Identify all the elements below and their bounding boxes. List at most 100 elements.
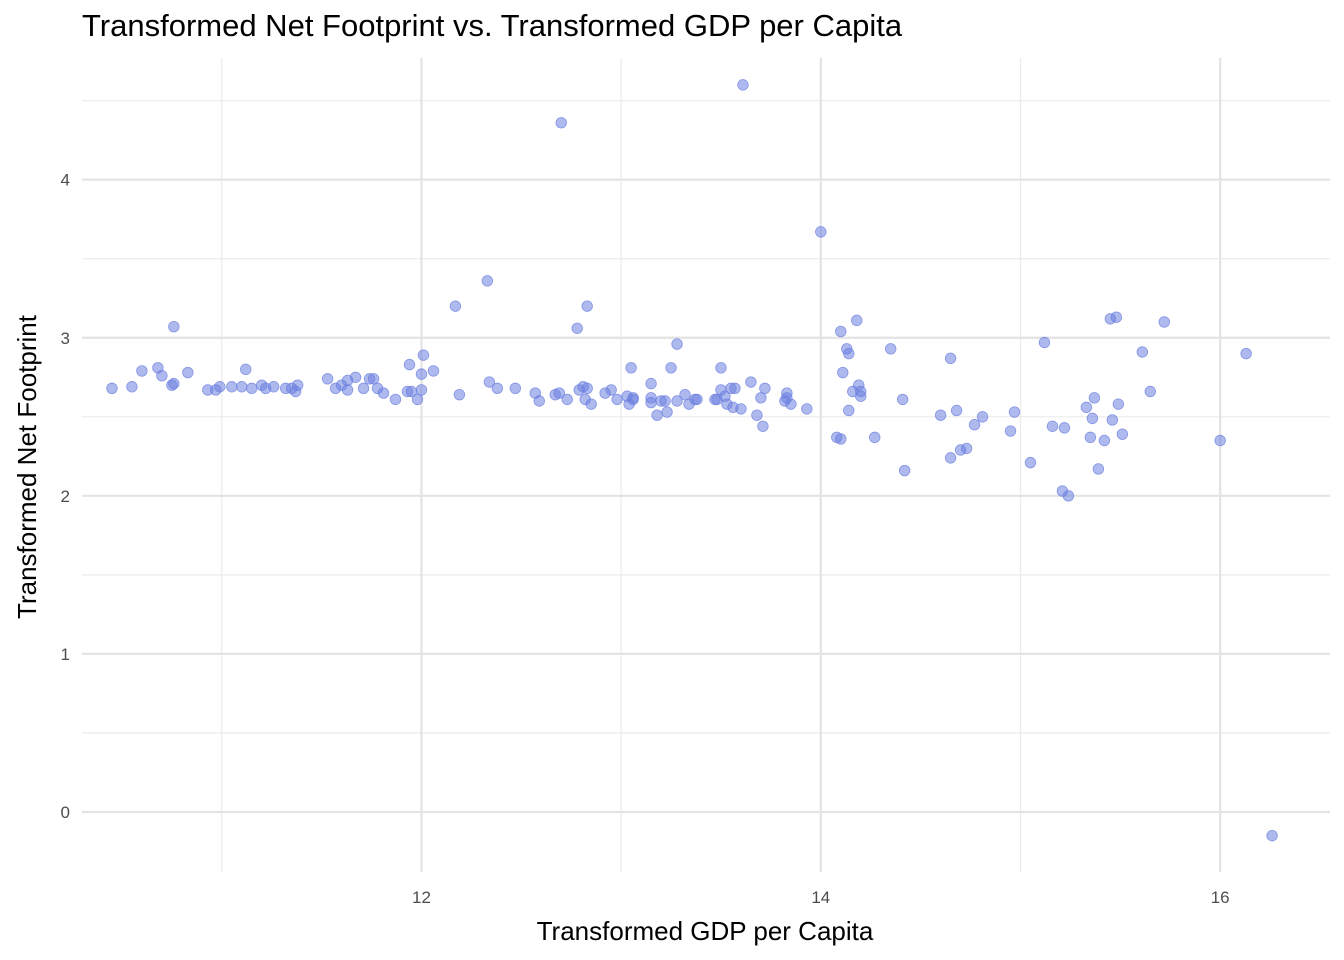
scatter-point (571, 322, 583, 334)
scatter-point (411, 393, 424, 406)
scatter-point (561, 393, 573, 406)
scatter-point (156, 369, 168, 382)
scatter-point (869, 431, 881, 444)
scatter-point (755, 392, 767, 404)
scatter-point (126, 381, 138, 393)
scatter-point (449, 300, 462, 312)
scatter-point (757, 420, 769, 432)
scatter-point (898, 464, 911, 477)
scatter-point (168, 320, 180, 333)
scatter-point (729, 382, 741, 395)
scatter-point (491, 382, 504, 395)
scatter-point (240, 363, 252, 376)
scatter-point (481, 275, 494, 287)
scatter-point (835, 325, 847, 338)
scatter-point (785, 398, 797, 410)
scatter-point (1062, 490, 1075, 502)
scatter-point (1008, 406, 1021, 418)
scatter-point (533, 395, 545, 407)
scatter-point (1110, 311, 1123, 323)
scatter-point (1080, 401, 1093, 414)
scatter-point (885, 343, 897, 355)
scatter-point (665, 362, 677, 374)
scatter-point (1098, 434, 1111, 447)
scatter-point (136, 365, 148, 377)
scatter-point (415, 368, 428, 380)
scatter-point (843, 404, 855, 417)
scatter-point (950, 404, 963, 417)
scatter-point (896, 393, 909, 406)
y-tick-label: 1 (61, 645, 70, 664)
scatter-point (1106, 414, 1119, 426)
scatter-point (855, 390, 867, 402)
x-axis-title: Transformed GDP per Capita (537, 916, 874, 946)
scatter-point (781, 387, 793, 399)
data-points (106, 79, 1278, 842)
scatter-point (1084, 431, 1097, 444)
scatter-point (737, 79, 749, 91)
scatter-point (835, 433, 847, 445)
scatter-point (671, 395, 683, 407)
scatter-point (1144, 385, 1156, 398)
scatter-point (944, 452, 957, 464)
scatter-point (1158, 316, 1170, 328)
scatter-point (555, 117, 567, 129)
scatter-point (751, 409, 763, 421)
scatter-point (605, 384, 617, 396)
scatter-point (483, 376, 496, 388)
scatter-point (645, 377, 657, 390)
scatter-point (1214, 434, 1226, 447)
scatter-point (585, 398, 597, 410)
scatter-point (715, 362, 727, 374)
scatter-point (1058, 422, 1071, 434)
scatter-point (651, 409, 663, 421)
x-tick-label: 14 (811, 888, 830, 907)
scatter-point (182, 366, 194, 379)
scatter-point (671, 338, 683, 350)
scatter-point (661, 406, 673, 418)
scatter-point (581, 382, 593, 395)
scatter-point (627, 392, 639, 404)
scatter-point (645, 392, 657, 404)
x-tick-label: 12 (412, 888, 431, 907)
x-axis-tick-labels: 12 14 16 (412, 888, 1230, 907)
scatter-point (246, 382, 258, 395)
scatter-point (960, 442, 973, 455)
scatter-point (367, 373, 380, 385)
scatter-point (214, 381, 226, 393)
scatter-point (553, 387, 565, 399)
scatter-point (1116, 428, 1129, 440)
scatter-point (815, 226, 827, 238)
scatter-point (168, 377, 180, 390)
scatter-point (934, 409, 947, 421)
scatter-point (415, 384, 428, 396)
scatter-point (1046, 420, 1059, 432)
scatter-point (625, 362, 637, 374)
scatter-point (735, 403, 747, 415)
scatter-point (106, 382, 118, 395)
y-axis-tick-labels: 0 1 2 3 4 (61, 171, 70, 822)
scatter-point (1240, 347, 1252, 360)
scatter-point (1266, 829, 1278, 842)
scatter-point (509, 382, 522, 395)
scatter-point (349, 371, 362, 383)
scatter-point (291, 379, 304, 391)
scatter-point (1088, 392, 1101, 404)
y-tick-label: 0 (61, 803, 70, 822)
scatter-point (1112, 398, 1125, 410)
scatter-point (453, 388, 466, 401)
scatter-point (403, 358, 416, 371)
y-axis-title: Transformed Net Footprint (12, 314, 42, 619)
minor-gridlines (82, 58, 1330, 872)
y-tick-label: 3 (61, 329, 70, 348)
scatter-point (1136, 346, 1149, 358)
scatter-point (745, 376, 757, 388)
x-tick-label: 16 (1211, 888, 1230, 907)
scatter-point (837, 366, 849, 379)
scatter-point (321, 373, 334, 385)
scatter-point (427, 365, 440, 377)
y-tick-label: 4 (61, 171, 70, 190)
scatter-point (226, 381, 238, 393)
scatter-point (389, 393, 402, 406)
